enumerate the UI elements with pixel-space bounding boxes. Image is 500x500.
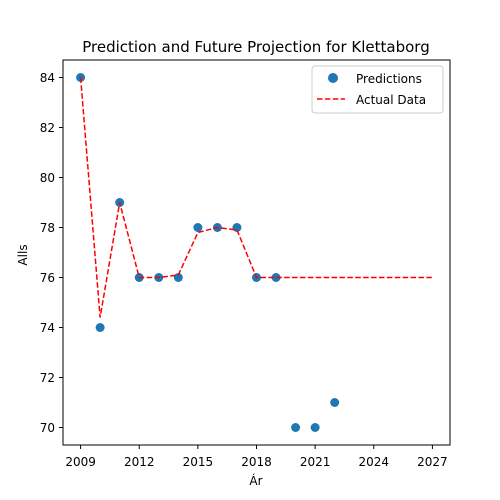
y-tick-label: 72	[40, 371, 55, 385]
x-tick-label: 2024	[358, 455, 389, 469]
y-axis-label: Alls	[16, 244, 30, 265]
x-tick-label: 2009	[65, 455, 96, 469]
prediction-point	[330, 398, 339, 407]
x-tick-label: 2018	[241, 455, 272, 469]
x-tick-label: 2015	[183, 455, 214, 469]
x-axis-label: Ár	[249, 473, 262, 488]
y-tick-label: 84	[40, 71, 55, 85]
prediction-point	[311, 423, 320, 432]
legend-label-predictions: Predictions	[356, 72, 422, 86]
prediction-point	[291, 423, 300, 432]
prediction-point	[193, 223, 202, 232]
prediction-point	[96, 323, 105, 332]
y-tick-label: 74	[40, 321, 55, 335]
y-tick-label: 80	[40, 171, 55, 185]
y-tick-label: 76	[40, 271, 55, 285]
legend-label-actual-data: Actual Data	[356, 93, 426, 107]
legend: Predictions Actual Data	[312, 66, 443, 113]
y-tick-label: 82	[40, 121, 55, 135]
legend-marker-predictions	[328, 73, 338, 83]
y-tick-label: 78	[40, 221, 55, 235]
x-tick-label: 2021	[300, 455, 331, 469]
chart-title: Prediction and Future Projection for Kle…	[82, 38, 429, 56]
x-tick-label: 2027	[417, 455, 448, 469]
x-tick-label: 2012	[124, 455, 155, 469]
y-tick-label: 70	[40, 421, 55, 435]
